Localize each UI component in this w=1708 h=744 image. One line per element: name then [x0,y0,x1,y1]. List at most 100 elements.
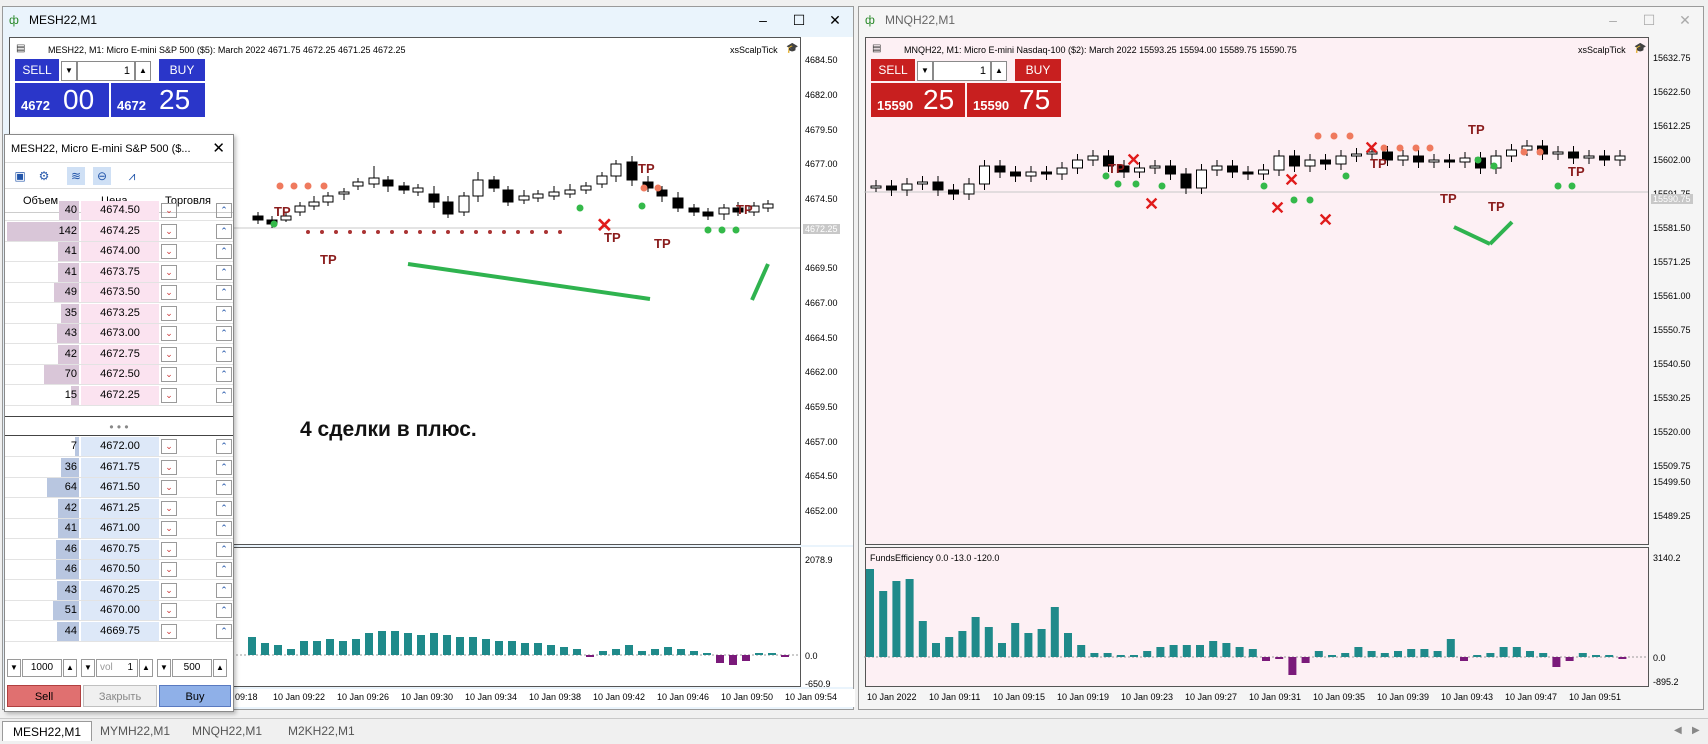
buy-limit-button[interactable]: ⌃ [216,623,232,639]
dom-row[interactable]: 41 4674.00 ⌄ ⌃ [5,242,233,262]
chart-icon[interactable]: ▣ [14,169,26,183]
row-price[interactable]: 4670.75 [81,539,159,559]
dom-row[interactable]: 44 4669.75 ⌄ ⌃ [5,621,233,642]
dom-row[interactable]: 40 4674.50 ⌄ ⌃ [5,201,233,221]
dom-row[interactable]: 42 4671.25 ⌄ ⌃ [5,498,233,519]
row-price[interactable]: 4674.25 [81,221,159,241]
lot-input[interactable]: 1 [77,61,135,81]
buy-button[interactable]: BUY [1015,59,1061,81]
sell-limit-button[interactable]: ⌄ [161,500,177,516]
lot-up-arrow[interactable]: ▲ [991,61,1007,81]
dom-row[interactable]: 46 4670.50 ⌄ ⌃ [5,560,233,580]
right-indicator-subwindow[interactable]: FundsEfficiency 0.0 -13.0 -120.0 [865,547,1649,687]
dom-row[interactable]: 41 4673.75 ⌄ ⌃ [5,262,233,283]
buy-limit-button[interactable]: ⌃ [216,305,232,321]
dom-row[interactable]: 142 4674.25 ⌄ ⌃ [5,221,233,242]
qty-down-arrow[interactable]: ▼ [7,659,21,677]
row-price[interactable]: 4671.75 [81,457,159,477]
buy-limit-button[interactable]: ⌃ [216,521,232,536]
dom-row[interactable]: 43 4673.00 ⌄ ⌃ [5,324,233,344]
lot-input[interactable]: 1 [933,61,991,81]
close-button[interactable]: ✕ [829,12,841,28]
buy-limit-button[interactable]: ⌃ [216,459,232,475]
sell-price-box[interactable]: 15590 25 [871,83,965,117]
lot-down-arrow[interactable]: ▼ [917,61,933,81]
close-button[interactable]: ✕ [1679,12,1691,28]
buy-limit-button[interactable]: ⌃ [216,264,232,280]
dom-close-button[interactable]: Закрыть [83,685,157,707]
left-window-titlebar[interactable]: ф MESH22,M1 – ☐ ✕ [3,7,853,33]
buy-limit-button[interactable]: ⌃ [216,582,232,598]
right-window-titlebar[interactable]: ф MNQH22,M1 – ☐ ✕ [859,7,1703,33]
minimize-button[interactable]: – [1609,12,1617,28]
close-icon[interactable]: ✕ [212,140,225,157]
buy-limit-button[interactable]: ⌃ [216,541,232,557]
buy-limit-button[interactable]: ⌃ [216,562,232,577]
dom-row[interactable]: 35 4673.25 ⌄ ⌃ [5,303,233,324]
row-price[interactable]: 4673.25 [81,303,159,323]
row-price[interactable]: 4670.25 [81,580,159,600]
sell-limit-button[interactable]: ⌄ [161,387,177,403]
row-price[interactable]: 4671.00 [81,519,159,538]
lot-down-arrow[interactable]: ▼ [61,61,77,81]
sell-limit-button[interactable]: ⌄ [161,367,177,382]
sell-limit-button[interactable]: ⌄ [161,582,177,598]
dom-row[interactable]: 36 4671.75 ⌄ ⌃ [5,457,233,478]
tab-m2kh22[interactable]: M2KH22,M1 [288,724,355,738]
lot-up-arrow[interactable]: ▲ [135,61,151,81]
center-icon[interactable]: ⊖ [93,167,111,185]
left-price-scale[interactable]: 4684.50 4682.00 4679.50 4677.00 4674.50 … [801,37,853,545]
vol-up-arrow[interactable]: ▲ [139,659,153,677]
row-price[interactable]: 4674.50 [81,201,159,220]
row-price[interactable]: 4674.00 [81,242,159,261]
dom-row[interactable]: 15 4672.25 ⌄ ⌃ [5,385,233,406]
buy-limit-button[interactable]: ⌃ [216,480,232,495]
dom-titlebar[interactable]: MESH22, Micro E-mini S&P 500 ($... ✕ [5,135,233,163]
row-price[interactable]: 4671.50 [81,478,159,497]
sell-limit-button[interactable]: ⌄ [161,264,177,280]
maximize-button[interactable]: ☐ [1642,12,1656,28]
buy-limit-button[interactable]: ⌃ [216,223,232,239]
sell-button[interactable]: SELL [871,59,915,81]
row-price[interactable]: 4672.50 [81,365,159,384]
sell-limit-button[interactable]: ⌄ [161,326,177,341]
buy-limit-button[interactable]: ⌃ [216,244,232,259]
tab-mnqh22[interactable]: MNQH22,M1 [192,724,263,738]
dom-row[interactable]: 51 4670.00 ⌄ ⌃ [5,601,233,621]
dom-row[interactable]: 41 4671.00 ⌄ ⌃ [5,519,233,539]
tab-mymh22[interactable]: MYMH22,M1 [100,724,171,738]
row-price[interactable]: 4672.00 [81,437,159,456]
right-price-chart[interactable]: ▤ MNQH22, M1: Micro E-mini Nasdaq-100 ($… [865,37,1649,545]
dom-row[interactable]: 64 4671.50 ⌄ ⌃ [5,478,233,498]
minimize-button[interactable]: – [759,12,767,28]
qty-input[interactable]: 1000 [22,659,62,677]
dom-row[interactable]: 7 4672.00 ⌄ ⌃ [5,437,233,457]
qty2-input[interactable]: 500 [172,659,212,677]
sell-limit-button[interactable]: ⌄ [161,603,177,618]
volume-icon[interactable]: ≋ [67,167,85,185]
buy-price-box[interactable]: 4672 25 [111,83,205,117]
dom-row[interactable]: 42 4672.75 ⌄ ⌃ [5,344,233,365]
row-price[interactable]: 4673.50 [81,283,159,302]
tick-chart-icon[interactable]: ⚙ [38,169,50,183]
row-price[interactable]: 4673.00 [81,324,159,343]
row-price[interactable]: 4672.25 [81,385,159,405]
indicator-icon[interactable]: ⩘ [128,169,136,183]
sell-limit-button[interactable]: ⌄ [161,562,177,577]
qty2-up-arrow[interactable]: ▲ [213,659,227,677]
dom-row[interactable]: 46 4670.75 ⌄ ⌃ [5,539,233,560]
dom-row[interactable]: 43 4670.25 ⌄ ⌃ [5,580,233,601]
row-price[interactable]: 4671.25 [81,498,159,518]
row-price[interactable]: 4670.00 [81,601,159,620]
scroll-right-arrow[interactable]: ▶ [1692,725,1700,736]
sell-limit-button[interactable]: ⌄ [161,459,177,475]
row-price[interactable]: 4670.50 [81,560,159,579]
sell-limit-button[interactable]: ⌄ [161,541,177,557]
scroll-left-arrow[interactable]: ◀ [1674,725,1682,736]
buy-limit-button[interactable]: ⌃ [216,603,232,618]
qty-up-arrow[interactable]: ▲ [63,659,77,677]
row-price[interactable]: 4669.75 [81,621,159,641]
buy-limit-button[interactable]: ⌃ [216,326,232,341]
sell-limit-button[interactable]: ⌄ [161,244,177,259]
sell-limit-button[interactable]: ⌄ [161,480,177,495]
